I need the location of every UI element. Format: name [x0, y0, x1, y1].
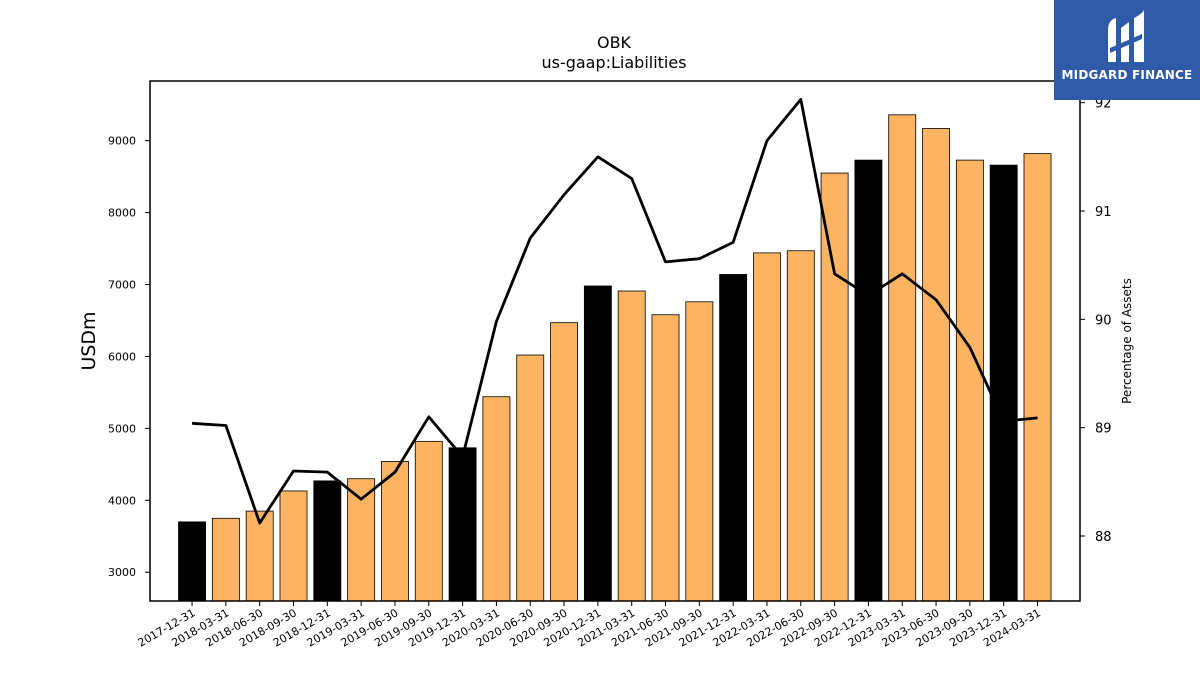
- y-tick-label: 3000: [108, 566, 136, 579]
- y-axis-left: 3000 4000 5000 6000 7000 8000 9000: [108, 135, 150, 579]
- y-tick-label: 6000: [108, 350, 136, 363]
- y2-axis-label: Percentage of Assets: [1120, 278, 1134, 404]
- bar-2020-03-31: [482, 396, 511, 602]
- y-axis-label: USDm: [78, 311, 100, 370]
- plot-frame: [149, 80, 1081, 602]
- bar-2023-09-30: [955, 159, 984, 602]
- bar-2018-06-30: [245, 510, 274, 602]
- chart-subtitle: us-gaap:Liabilities: [541, 53, 686, 72]
- y2-tick-label: 91: [1095, 205, 1112, 220]
- y-tick-label: 9000: [108, 135, 136, 148]
- bar-2021-09-30: [685, 301, 714, 602]
- midgard-logo-icon: [1108, 10, 1144, 62]
- bar-series: [178, 114, 1052, 602]
- bar-2022-06-30: [786, 250, 815, 602]
- bar-2020-12-31: [583, 285, 612, 602]
- bar-2021-06-30: [651, 314, 680, 602]
- bar-2022-09-30: [820, 172, 849, 602]
- x-axis: 2017-12-312018-03-312018-06-302018-09-30…: [136, 601, 1043, 650]
- bar-2020-06-30: [516, 354, 545, 602]
- y-tick-label: 5000: [108, 422, 136, 435]
- bar-2019-12-31: [448, 447, 477, 602]
- bar-2021-12-31: [719, 274, 748, 602]
- bar-2024-03-31: [1023, 153, 1052, 602]
- bar-2020-09-30: [550, 322, 578, 602]
- bar-2019-06-30: [381, 461, 409, 602]
- y2-tick-label: 90: [1095, 313, 1112, 328]
- chart-title: OBK: [597, 33, 632, 52]
- brand-name: MIDGARD FINANCE: [1061, 68, 1193, 82]
- bar-2023-03-31: [888, 114, 917, 602]
- bar-2022-12-31: [854, 159, 883, 602]
- bar-2018-03-31: [211, 517, 240, 602]
- bar-2019-09-30: [414, 440, 443, 602]
- bar-2018-09-30: [279, 490, 308, 602]
- y2-tick-label: 92: [1095, 97, 1112, 112]
- bar-2018-12-31: [313, 480, 342, 602]
- bar-2021-03-31: [617, 290, 646, 602]
- brand-logo: MIDGARD FINANCE: [1054, 0, 1200, 100]
- line-series: [192, 98, 1038, 525]
- bar-2023-06-30: [922, 128, 950, 602]
- percentage-of-assets-line: [192, 98, 1038, 525]
- y-tick-label: 8000: [108, 207, 136, 220]
- bar-2022-03-31: [753, 252, 781, 602]
- y2-tick-label: 88: [1095, 530, 1112, 545]
- bar-2019-03-31: [347, 478, 376, 602]
- y-tick-label: 7000: [108, 279, 136, 292]
- y2-tick-label: 89: [1095, 422, 1112, 437]
- bar-2017-12-31: [178, 521, 206, 602]
- y-tick-label: 4000: [108, 494, 136, 507]
- bar-2023-12-31: [989, 164, 1018, 602]
- y-axis-right: 88 89 90 91 92: [1080, 97, 1112, 545]
